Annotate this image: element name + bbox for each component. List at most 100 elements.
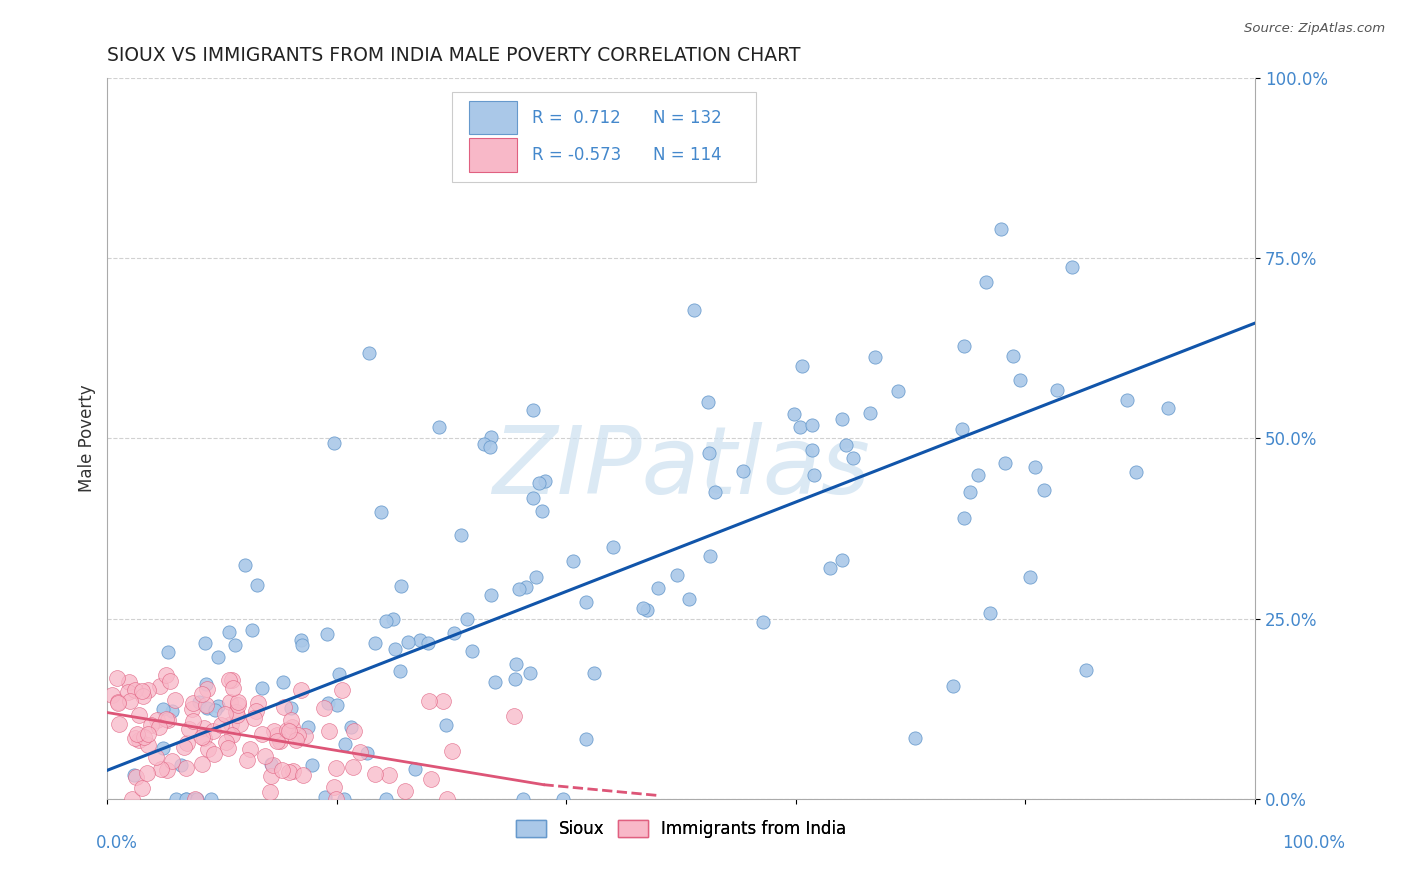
Point xyxy=(226,698,249,712)
Text: 100.0%: 100.0% xyxy=(1282,834,1346,852)
Point xyxy=(450,528,472,542)
Point xyxy=(318,724,340,739)
Point xyxy=(953,511,976,525)
Point xyxy=(562,554,585,568)
Text: R = -0.573: R = -0.573 xyxy=(531,146,621,164)
Point xyxy=(979,606,1001,620)
Point xyxy=(602,540,624,554)
Point xyxy=(994,456,1017,470)
Point xyxy=(631,600,654,615)
Point xyxy=(382,612,405,626)
Point xyxy=(100,688,122,702)
Point xyxy=(163,693,186,707)
Point xyxy=(200,792,222,806)
Point xyxy=(697,394,720,409)
Point xyxy=(863,351,886,365)
Point xyxy=(120,694,142,708)
Point xyxy=(461,644,484,658)
Point xyxy=(831,553,853,567)
Point xyxy=(128,708,150,723)
Point xyxy=(107,696,129,710)
Point xyxy=(259,785,281,799)
Point xyxy=(974,276,997,290)
Point xyxy=(375,615,398,629)
Point xyxy=(377,768,399,782)
Point xyxy=(229,716,252,731)
Point xyxy=(243,710,266,724)
Point xyxy=(145,750,167,764)
Point xyxy=(666,568,689,582)
Point xyxy=(429,419,451,434)
Point xyxy=(262,758,284,772)
Point xyxy=(276,723,298,738)
Point xyxy=(125,727,148,741)
Point xyxy=(176,736,198,750)
Point xyxy=(188,695,211,709)
Point xyxy=(436,792,458,806)
Point xyxy=(225,706,247,720)
Point xyxy=(325,698,347,712)
Point xyxy=(222,681,245,696)
Point xyxy=(1010,373,1032,387)
Point xyxy=(887,384,910,399)
Point xyxy=(250,727,273,741)
Point xyxy=(117,685,139,699)
Point xyxy=(131,683,153,698)
Point xyxy=(136,683,159,698)
Point xyxy=(370,505,392,519)
Point xyxy=(217,741,239,756)
Point xyxy=(294,729,316,743)
Point xyxy=(173,739,195,754)
Point xyxy=(389,579,412,593)
Point xyxy=(277,765,299,780)
Legend: Sioux, Immigrants from India: Sioux, Immigrants from India xyxy=(509,814,853,845)
Point xyxy=(148,720,170,734)
Point xyxy=(284,733,307,747)
Point xyxy=(1076,663,1098,677)
Point xyxy=(214,735,236,749)
Text: N = 132: N = 132 xyxy=(652,109,721,127)
FancyBboxPatch shape xyxy=(468,101,517,134)
Point xyxy=(484,674,506,689)
Point xyxy=(180,702,202,716)
Point xyxy=(204,703,226,717)
Point xyxy=(526,570,548,584)
Point xyxy=(432,694,454,708)
Point xyxy=(842,451,865,466)
Point xyxy=(273,700,295,714)
Point xyxy=(266,734,288,748)
Point xyxy=(519,665,541,680)
Point xyxy=(280,721,302,735)
Point xyxy=(218,673,240,687)
Point xyxy=(156,763,179,777)
Point xyxy=(250,681,273,695)
Point xyxy=(271,763,294,777)
Point xyxy=(1115,392,1137,407)
Point xyxy=(162,754,184,768)
Point xyxy=(156,713,179,727)
Point xyxy=(1024,459,1046,474)
Point xyxy=(181,714,204,728)
Point xyxy=(195,677,218,691)
Text: R =  0.712: R = 0.712 xyxy=(531,109,621,127)
Point xyxy=(966,467,988,482)
Point xyxy=(128,732,150,747)
Point xyxy=(155,668,177,682)
Point xyxy=(214,707,236,722)
Point xyxy=(290,632,312,647)
Point xyxy=(160,704,183,718)
Point xyxy=(800,442,823,457)
Point xyxy=(789,420,811,434)
Point xyxy=(136,766,159,780)
Point xyxy=(246,578,269,592)
Point xyxy=(277,724,299,739)
Point xyxy=(118,675,141,690)
Point xyxy=(124,682,146,697)
Y-axis label: Male Poverty: Male Poverty xyxy=(79,384,96,492)
Point xyxy=(953,339,976,353)
Point xyxy=(194,636,217,650)
Point xyxy=(416,636,439,650)
Point xyxy=(195,681,218,696)
Point xyxy=(529,475,551,490)
Point xyxy=(479,587,502,601)
